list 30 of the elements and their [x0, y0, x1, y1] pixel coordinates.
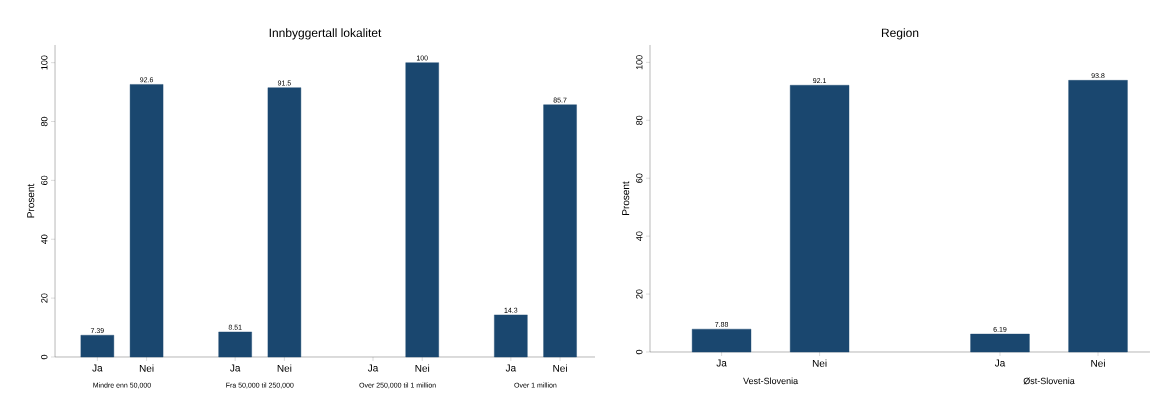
- x-tick-label: Ja: [230, 364, 241, 372]
- y-tick-label: 0: [41, 354, 48, 360]
- y-tick-label: 80: [41, 116, 48, 127]
- x-tick-label: Nei: [812, 359, 827, 367]
- x-tick-label: Ja: [367, 364, 379, 372]
- x-tick-label: Nei: [139, 364, 154, 372]
- y-tick-label: 40: [636, 231, 643, 241]
- y-axis-title: Prosent: [622, 181, 630, 215]
- y-tick-label: 0: [636, 349, 643, 355]
- x-tick-label: Ja: [505, 364, 517, 372]
- y-tick-label: 20: [41, 293, 48, 303]
- y-tick-label: 60: [636, 173, 643, 183]
- x-tick-label: Nei: [553, 364, 567, 372]
- y-tick-label: 40: [41, 234, 48, 245]
- y-tick-label: 100: [636, 55, 643, 70]
- x-tick-label: Nei: [277, 364, 292, 372]
- y-axis-title: Prosent: [27, 183, 35, 218]
- x-tick-label: Nei: [415, 364, 430, 372]
- x-tick-label: Ja: [994, 359, 1006, 367]
- y-tick-label: 20: [636, 289, 643, 299]
- text: Øst-Slovenia: [1023, 377, 1075, 385]
- x-tick-label: Ja: [716, 359, 727, 367]
- y-tick-label: 60: [41, 175, 48, 185]
- chart-title: Region: [881, 28, 919, 40]
- x-tick-label: Ja: [92, 364, 103, 372]
- y-tick-label: 80: [636, 115, 643, 125]
- y-tick-label: 100: [41, 55, 48, 70]
- text: Vest-Slovenia: [743, 377, 799, 385]
- x-tick-label: Nei: [1091, 359, 1105, 367]
- chart-title: Innbyggertall lokalitet: [269, 28, 382, 40]
